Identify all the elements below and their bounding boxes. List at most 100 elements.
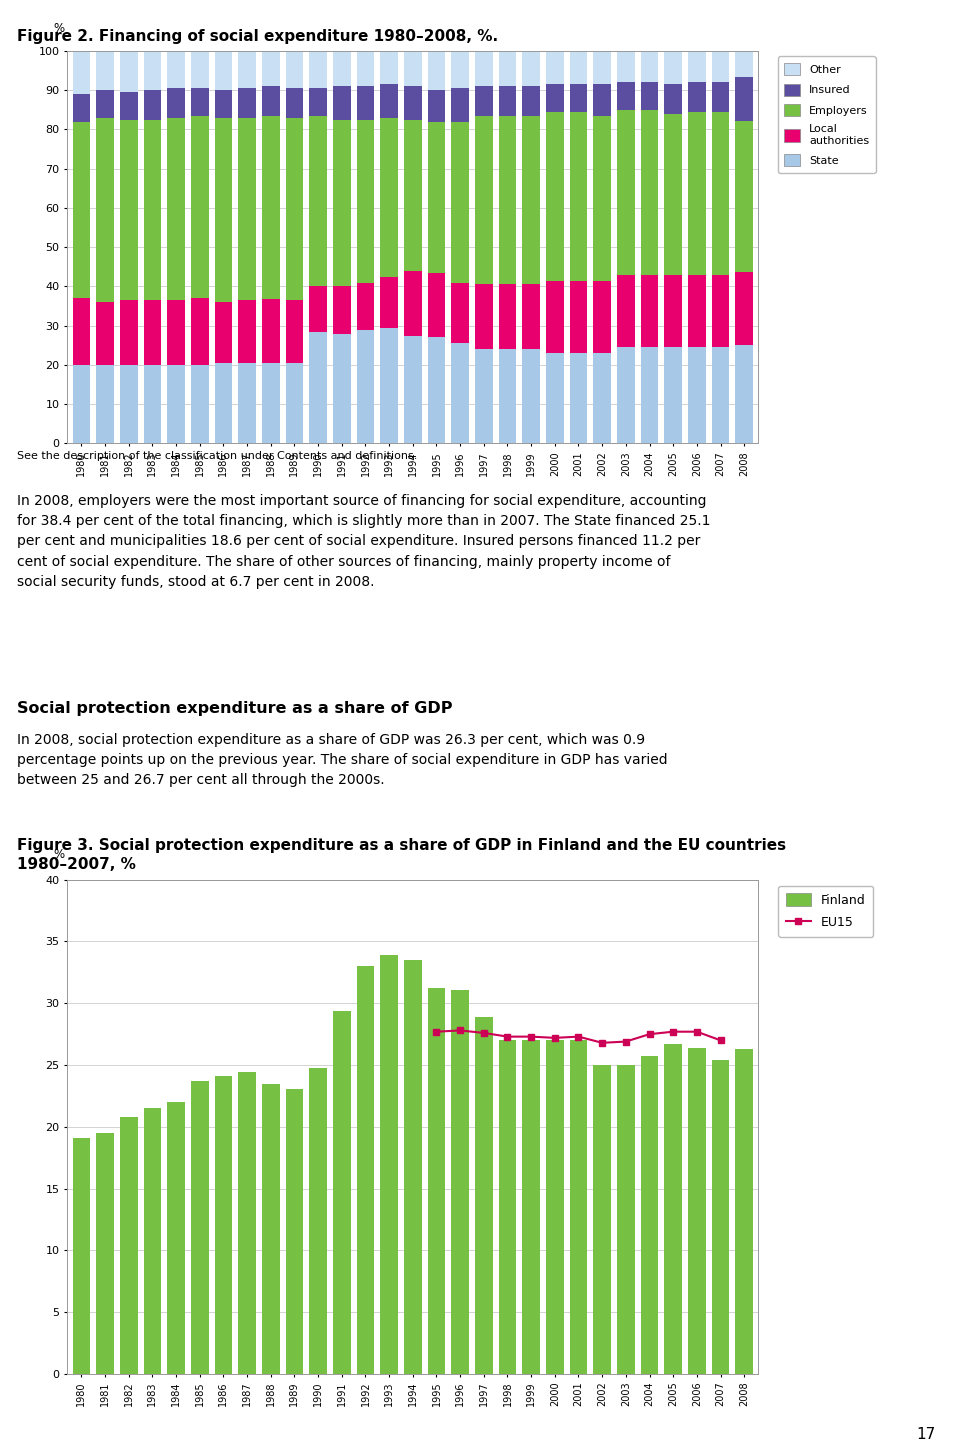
Bar [522, 51, 540, 86]
Bar [593, 84, 612, 116]
Bar [451, 990, 469, 1374]
Bar [451, 89, 469, 122]
Bar [73, 365, 90, 443]
Bar [144, 90, 161, 119]
Bar [285, 1089, 303, 1374]
Bar [333, 1011, 350, 1374]
Text: In 2008, employers were the most important source of financing for social expend: In 2008, employers were the most importa… [17, 494, 710, 589]
Bar [569, 84, 588, 112]
Bar [262, 1083, 279, 1374]
Bar [735, 345, 753, 443]
Bar [380, 84, 398, 118]
Bar [735, 272, 753, 345]
Bar [144, 119, 161, 300]
Bar [214, 51, 232, 90]
Text: Social protection expenditure as a share of GDP: Social protection expenditure as a share… [17, 701, 453, 715]
Bar [404, 270, 421, 336]
Bar [475, 1016, 492, 1374]
Bar [309, 1067, 327, 1374]
Bar [309, 51, 327, 89]
Bar [664, 51, 682, 84]
Legend: Other, Insured, Employers, Local
authorities, State: Other, Insured, Employers, Local authori… [778, 57, 876, 173]
Bar [711, 348, 730, 443]
Bar [144, 1108, 161, 1374]
Bar [262, 362, 279, 443]
Bar [167, 118, 185, 300]
Bar [214, 302, 232, 364]
Bar [569, 51, 588, 84]
Bar [546, 281, 564, 353]
Bar [238, 364, 256, 443]
Bar [333, 119, 350, 286]
Bar [688, 83, 706, 112]
Text: Figure 3. Social protection expenditure as a share of GDP in Finland and the EU : Figure 3. Social protection expenditure … [17, 838, 786, 872]
Bar [640, 51, 659, 83]
Bar [309, 332, 327, 443]
Bar [498, 285, 516, 349]
Bar [191, 89, 208, 116]
Bar [356, 330, 374, 443]
Bar [593, 116, 612, 281]
Bar [191, 298, 208, 365]
Bar [617, 51, 635, 83]
Bar [664, 113, 682, 275]
Bar [522, 86, 540, 116]
Bar [96, 118, 114, 302]
Bar [688, 348, 706, 443]
Bar [688, 51, 706, 83]
Bar [238, 118, 256, 300]
Bar [356, 282, 374, 330]
Bar [214, 364, 232, 443]
Bar [427, 989, 445, 1374]
Bar [735, 51, 753, 77]
Bar [191, 51, 208, 89]
Bar [569, 1041, 588, 1374]
Bar [664, 1044, 682, 1374]
Bar [427, 90, 445, 122]
Bar [167, 365, 185, 443]
Text: See the description of the classification under Contents and definitions.: See the description of the classificatio… [17, 451, 418, 461]
Bar [640, 1057, 659, 1374]
Bar [73, 51, 90, 95]
Bar [498, 86, 516, 116]
Bar [546, 84, 564, 112]
Bar [120, 1117, 137, 1374]
Bar [191, 1082, 208, 1374]
Bar [309, 89, 327, 116]
Bar [593, 1064, 612, 1374]
Bar [167, 1102, 185, 1374]
Bar [735, 77, 753, 121]
Bar [309, 286, 327, 332]
Bar [214, 90, 232, 118]
Bar [285, 364, 303, 443]
Bar [711, 275, 730, 348]
Bar [664, 275, 682, 348]
Bar [617, 275, 635, 348]
Bar [640, 348, 659, 443]
Bar [120, 92, 137, 119]
Bar [711, 1060, 730, 1374]
Bar [522, 1041, 540, 1374]
Bar [262, 86, 279, 116]
Bar [96, 365, 114, 443]
Bar [688, 112, 706, 275]
Bar [262, 116, 279, 300]
Bar [427, 273, 445, 337]
Bar [569, 281, 588, 353]
Bar [73, 298, 90, 365]
Bar [404, 960, 421, 1374]
Text: Figure 2. Financing of social expenditure 1980–2008, %.: Figure 2. Financing of social expenditur… [17, 29, 498, 44]
Bar [167, 89, 185, 118]
Bar [262, 51, 279, 86]
Bar [569, 112, 588, 281]
Bar [711, 51, 730, 83]
Bar [617, 348, 635, 443]
Bar [404, 336, 421, 443]
Bar [498, 349, 516, 443]
Bar [711, 112, 730, 275]
Bar [238, 51, 256, 89]
Bar [735, 1048, 753, 1374]
Bar [688, 275, 706, 348]
Bar [380, 118, 398, 276]
Bar [238, 1073, 256, 1374]
